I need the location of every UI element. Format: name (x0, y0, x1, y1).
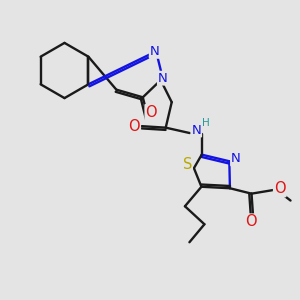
Text: O: O (274, 182, 286, 196)
Text: N: N (191, 124, 201, 136)
Text: O: O (128, 119, 140, 134)
Text: O: O (245, 214, 256, 230)
Text: N: N (158, 72, 168, 85)
Text: O: O (146, 105, 157, 120)
Text: N: N (231, 152, 241, 165)
Text: S: S (183, 157, 192, 172)
Text: H: H (202, 118, 210, 128)
Text: N: N (150, 45, 160, 58)
